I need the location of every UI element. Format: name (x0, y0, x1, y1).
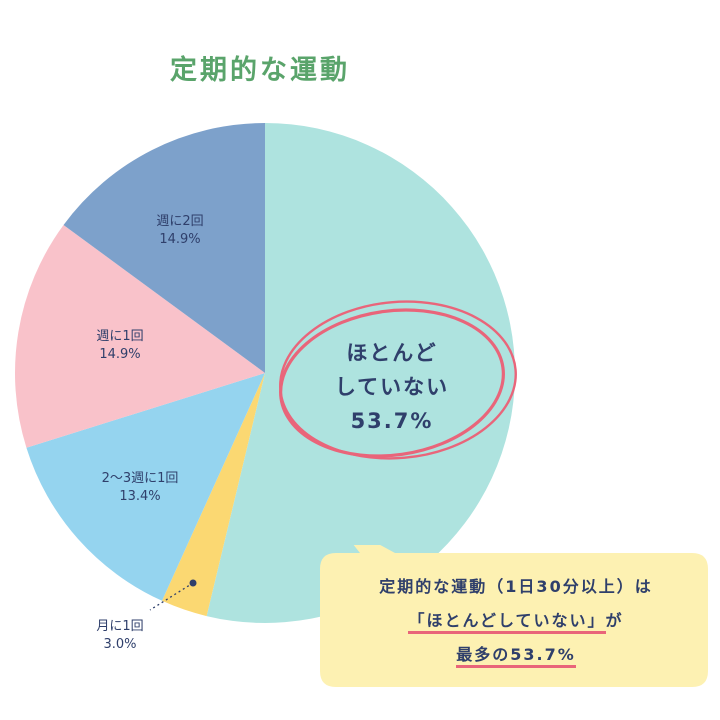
slice-value-label: 53.7% (351, 409, 434, 433)
callout-line-1: 定期的な運動（1日30分以上）は (379, 577, 653, 596)
callout-bubble (320, 545, 708, 687)
callout-text: 定期的な運動（1日30分以上）は 「ほとんどしていない」が 最多の53.7% (320, 570, 712, 672)
slice-name-label: 週に1回 (96, 329, 143, 344)
callout-shape (320, 545, 708, 687)
slice-value-label: 13.4% (119, 489, 160, 504)
pie-labels: ほとんどしていない 53.7% 月に1回 3.0% 2〜3週に1回 13.4% 週に1回 14… (96, 214, 449, 652)
highlight-layer (279, 300, 517, 460)
highlight-circle (279, 300, 517, 460)
pie-slice (63, 123, 265, 373)
pie-slices (15, 123, 515, 623)
slice-value-label: 14.9% (99, 347, 140, 362)
slice-name-label: 週に2回 (156, 214, 203, 229)
callout-line-2-suffix: が (605, 611, 624, 630)
leader-line (149, 582, 194, 611)
callout-highlight-phrase: 「ほとんどしていない」 (408, 611, 606, 634)
slice-name-label: ほとんど (346, 341, 437, 365)
pie-slice (162, 373, 265, 617)
chart-title: 定期的な運動 (170, 55, 350, 86)
slice-name-label: 2〜3週に1回 (102, 471, 179, 486)
slice-value-label: 3.0% (103, 637, 136, 652)
pie-slice (26, 373, 266, 601)
pie-slice (206, 123, 515, 623)
slice-name-label: 月に1回 (96, 619, 143, 634)
pie-slice (15, 224, 266, 448)
callout-conclusion: 最多の53.7% (456, 645, 576, 668)
callout-line-3: 最多の53.7% (320, 638, 712, 672)
slice-value-label: 14.9% (159, 232, 200, 247)
callout-line-2: 「ほとんどしていない」が (320, 604, 712, 638)
slice-name-label: していない (335, 375, 449, 399)
